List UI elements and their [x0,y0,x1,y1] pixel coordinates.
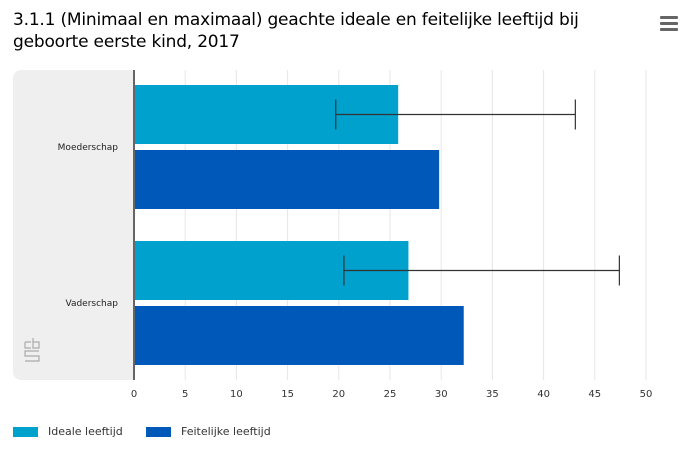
category-label: Moederschap [58,143,119,153]
legend-item-ideal[interactable]: Ideale leeftijd [13,425,123,438]
legend-label-actual: Feitelijke leeftijd [181,425,271,438]
x-tick-label: 5 [182,389,188,400]
bar-actual [135,306,464,365]
x-tick-label: 25 [384,389,397,400]
legend-label-ideal: Ideale leeftijd [48,425,123,438]
x-tick-label: 45 [588,389,601,400]
x-tick-label: 15 [281,389,294,400]
hamburger-menu-icon[interactable] [660,16,678,32]
x-tick-label: 35 [486,389,499,400]
x-tick-label: 10 [230,389,243,400]
legend-item-actual[interactable]: Feitelijke leeftijd [146,425,271,438]
cbs-logo [24,338,40,362]
category-label: Vaderschap [66,299,119,309]
x-tick-label: 0 [131,389,137,400]
category-panel [13,70,134,380]
x-tick-label: 50 [640,389,653,400]
bar-actual [135,150,440,209]
chart-title: 3.1.1 (Minimaal en maximaal) geachte ide… [13,10,579,52]
x-tick-label: 40 [537,389,550,400]
x-tick-label: 20 [332,389,345,400]
x-tick-label: 30 [435,389,448,400]
legend-swatch-ideal [13,426,38,437]
legend-swatch-actual [146,426,171,437]
